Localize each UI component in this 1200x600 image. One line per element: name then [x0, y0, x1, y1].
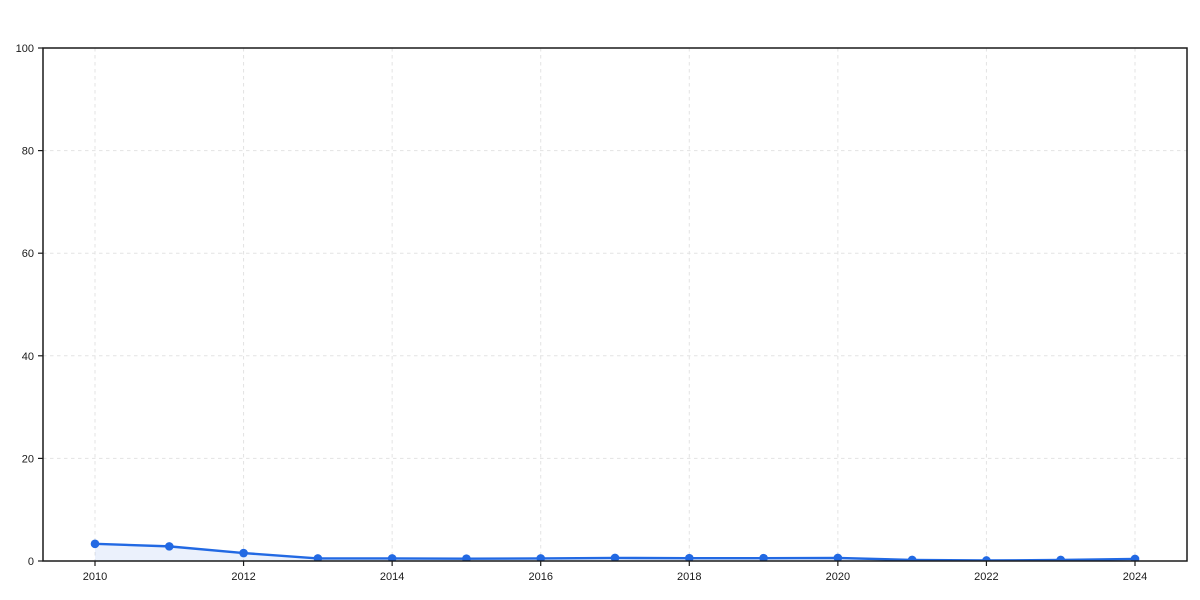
data-point	[1056, 555, 1066, 561]
y-tick-label: 100	[16, 43, 34, 55]
y-tick-label: 0	[28, 556, 34, 568]
x-tick-label: 2016	[528, 571, 552, 583]
x-tick-label: 2012	[231, 571, 255, 583]
data-point	[759, 553, 768, 561]
x-tick-label: 2018	[677, 571, 701, 583]
data-point	[313, 554, 323, 561]
y-tick-label: 40	[22, 351, 34, 363]
plot-border	[42, 47, 1188, 562]
area-fill	[95, 543, 1135, 561]
data-point	[907, 555, 917, 561]
data-point	[462, 554, 471, 561]
data-point	[164, 542, 174, 551]
y-tick-label: 60	[22, 248, 34, 260]
y-tick-label: 80	[22, 146, 34, 158]
x-tick-label: 2010	[83, 571, 107, 583]
data-point	[610, 553, 620, 561]
x-tick-label: 2022	[974, 571, 998, 583]
data-point	[90, 539, 100, 549]
data-point	[1130, 554, 1140, 561]
x-tick-label: 2014	[380, 571, 404, 583]
data-point	[239, 548, 248, 558]
data-point	[982, 556, 991, 561]
data-point	[684, 553, 694, 561]
data-point	[833, 553, 843, 561]
x-tick-label: 2024	[1123, 571, 1147, 583]
x-tick-label: 2020	[826, 571, 850, 583]
data-point	[387, 554, 397, 561]
data-point	[536, 554, 546, 561]
data-points	[90, 539, 1140, 561]
y-tick-label: 20	[22, 453, 34, 465]
